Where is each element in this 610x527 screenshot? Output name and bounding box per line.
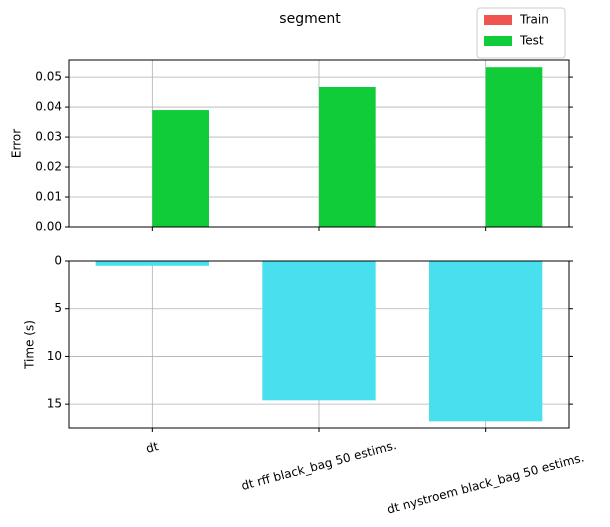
- legend-swatch: [484, 15, 512, 25]
- y-tick-label: 10: [47, 349, 62, 363]
- bar: [95, 261, 209, 266]
- y-axis-label: Error: [10, 129, 24, 158]
- y-tick-label: 0.00: [35, 220, 62, 234]
- legend-swatch: [484, 36, 512, 46]
- y-tick-label: 0.03: [35, 130, 62, 144]
- y-tick-label: 0.04: [35, 100, 62, 114]
- bar: [429, 261, 543, 422]
- bar: [262, 261, 376, 401]
- axes-frame: [68, 59, 570, 228]
- y-tick-label: 0.05: [35, 70, 62, 84]
- y-tick-label: 5: [54, 301, 62, 315]
- bar: [319, 86, 376, 227]
- figure-title: segment: [279, 11, 341, 27]
- x-tick-label: dt rff black_bag 50 estims.: [240, 438, 398, 493]
- y-tick-label: 15: [47, 397, 62, 411]
- y-tick-label: 0.02: [35, 160, 62, 174]
- bar: [152, 110, 209, 227]
- legend-label: Test: [519, 34, 544, 48]
- legend-label: Train: [519, 13, 549, 27]
- y-tick-label: 0: [54, 254, 62, 268]
- x-tick-label: dt: [144, 439, 160, 456]
- x-tick-label: dt nystroem black_bag 50 estims.: [385, 450, 585, 516]
- y-tick-label: 0.01: [35, 190, 62, 204]
- y-axis-label: Time (s): [23, 320, 37, 370]
- axes-frame: [68, 260, 570, 429]
- bar: [485, 67, 543, 227]
